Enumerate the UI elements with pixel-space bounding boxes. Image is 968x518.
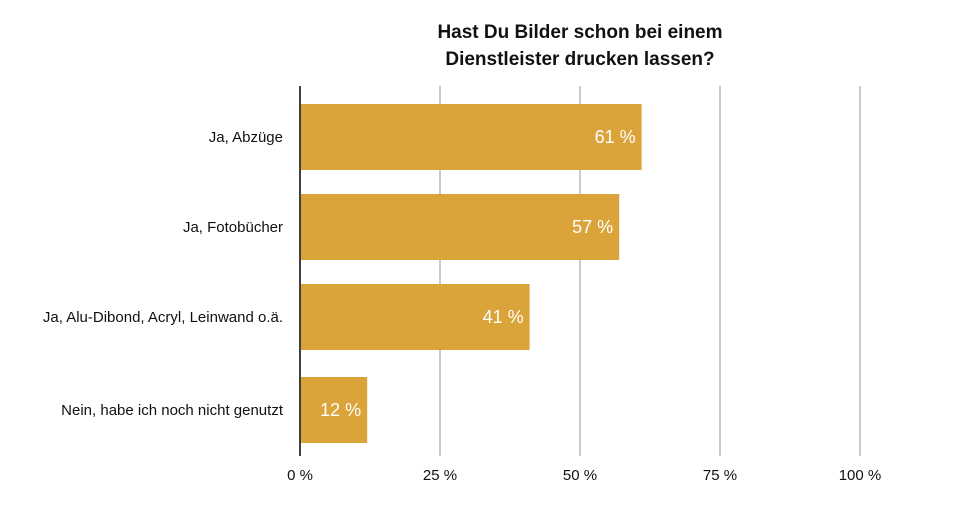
bars: 61 % 57 % 41 % 12 %	[301, 104, 642, 443]
data-label: 41 %	[483, 307, 524, 327]
bar	[301, 194, 620, 260]
category-label: Nein, habe ich noch nicht genutzt	[61, 402, 284, 419]
x-tick-label: 100 %	[839, 467, 882, 484]
category-label: Ja, Fotobücher	[183, 219, 283, 236]
chart-title-line-2: Dienstleister drucken lassen?	[445, 49, 714, 70]
chart-title-line-1: Hast Du Bilder schon bei einem	[437, 22, 722, 43]
x-tick-label: 0 %	[287, 467, 313, 484]
x-axis-tick-labels: 0 % 25 % 50 % 75 % 100 %	[287, 467, 881, 484]
x-tick-label: 50 %	[563, 467, 597, 484]
x-tick-label: 25 %	[423, 467, 457, 484]
bar	[301, 104, 642, 170]
category-labels: Ja, Abzüge Ja, Fotobücher Ja, Alu-Dibond, …	[43, 129, 284, 419]
data-label: 61 %	[595, 127, 636, 147]
category-label: Ja, Abzüge	[209, 129, 283, 146]
data-label: 12 %	[320, 400, 361, 420]
data-label: 57 %	[572, 217, 613, 237]
bar	[301, 377, 368, 443]
bar	[301, 284, 530, 350]
chart-title: Hast Du Bilder schon bei einem Dienstlei…	[437, 22, 722, 70]
category-label: Ja, Alu-Dibond, Acryl, Leinwand o.ä.	[43, 309, 283, 326]
x-tick-label: 75 %	[703, 467, 737, 484]
